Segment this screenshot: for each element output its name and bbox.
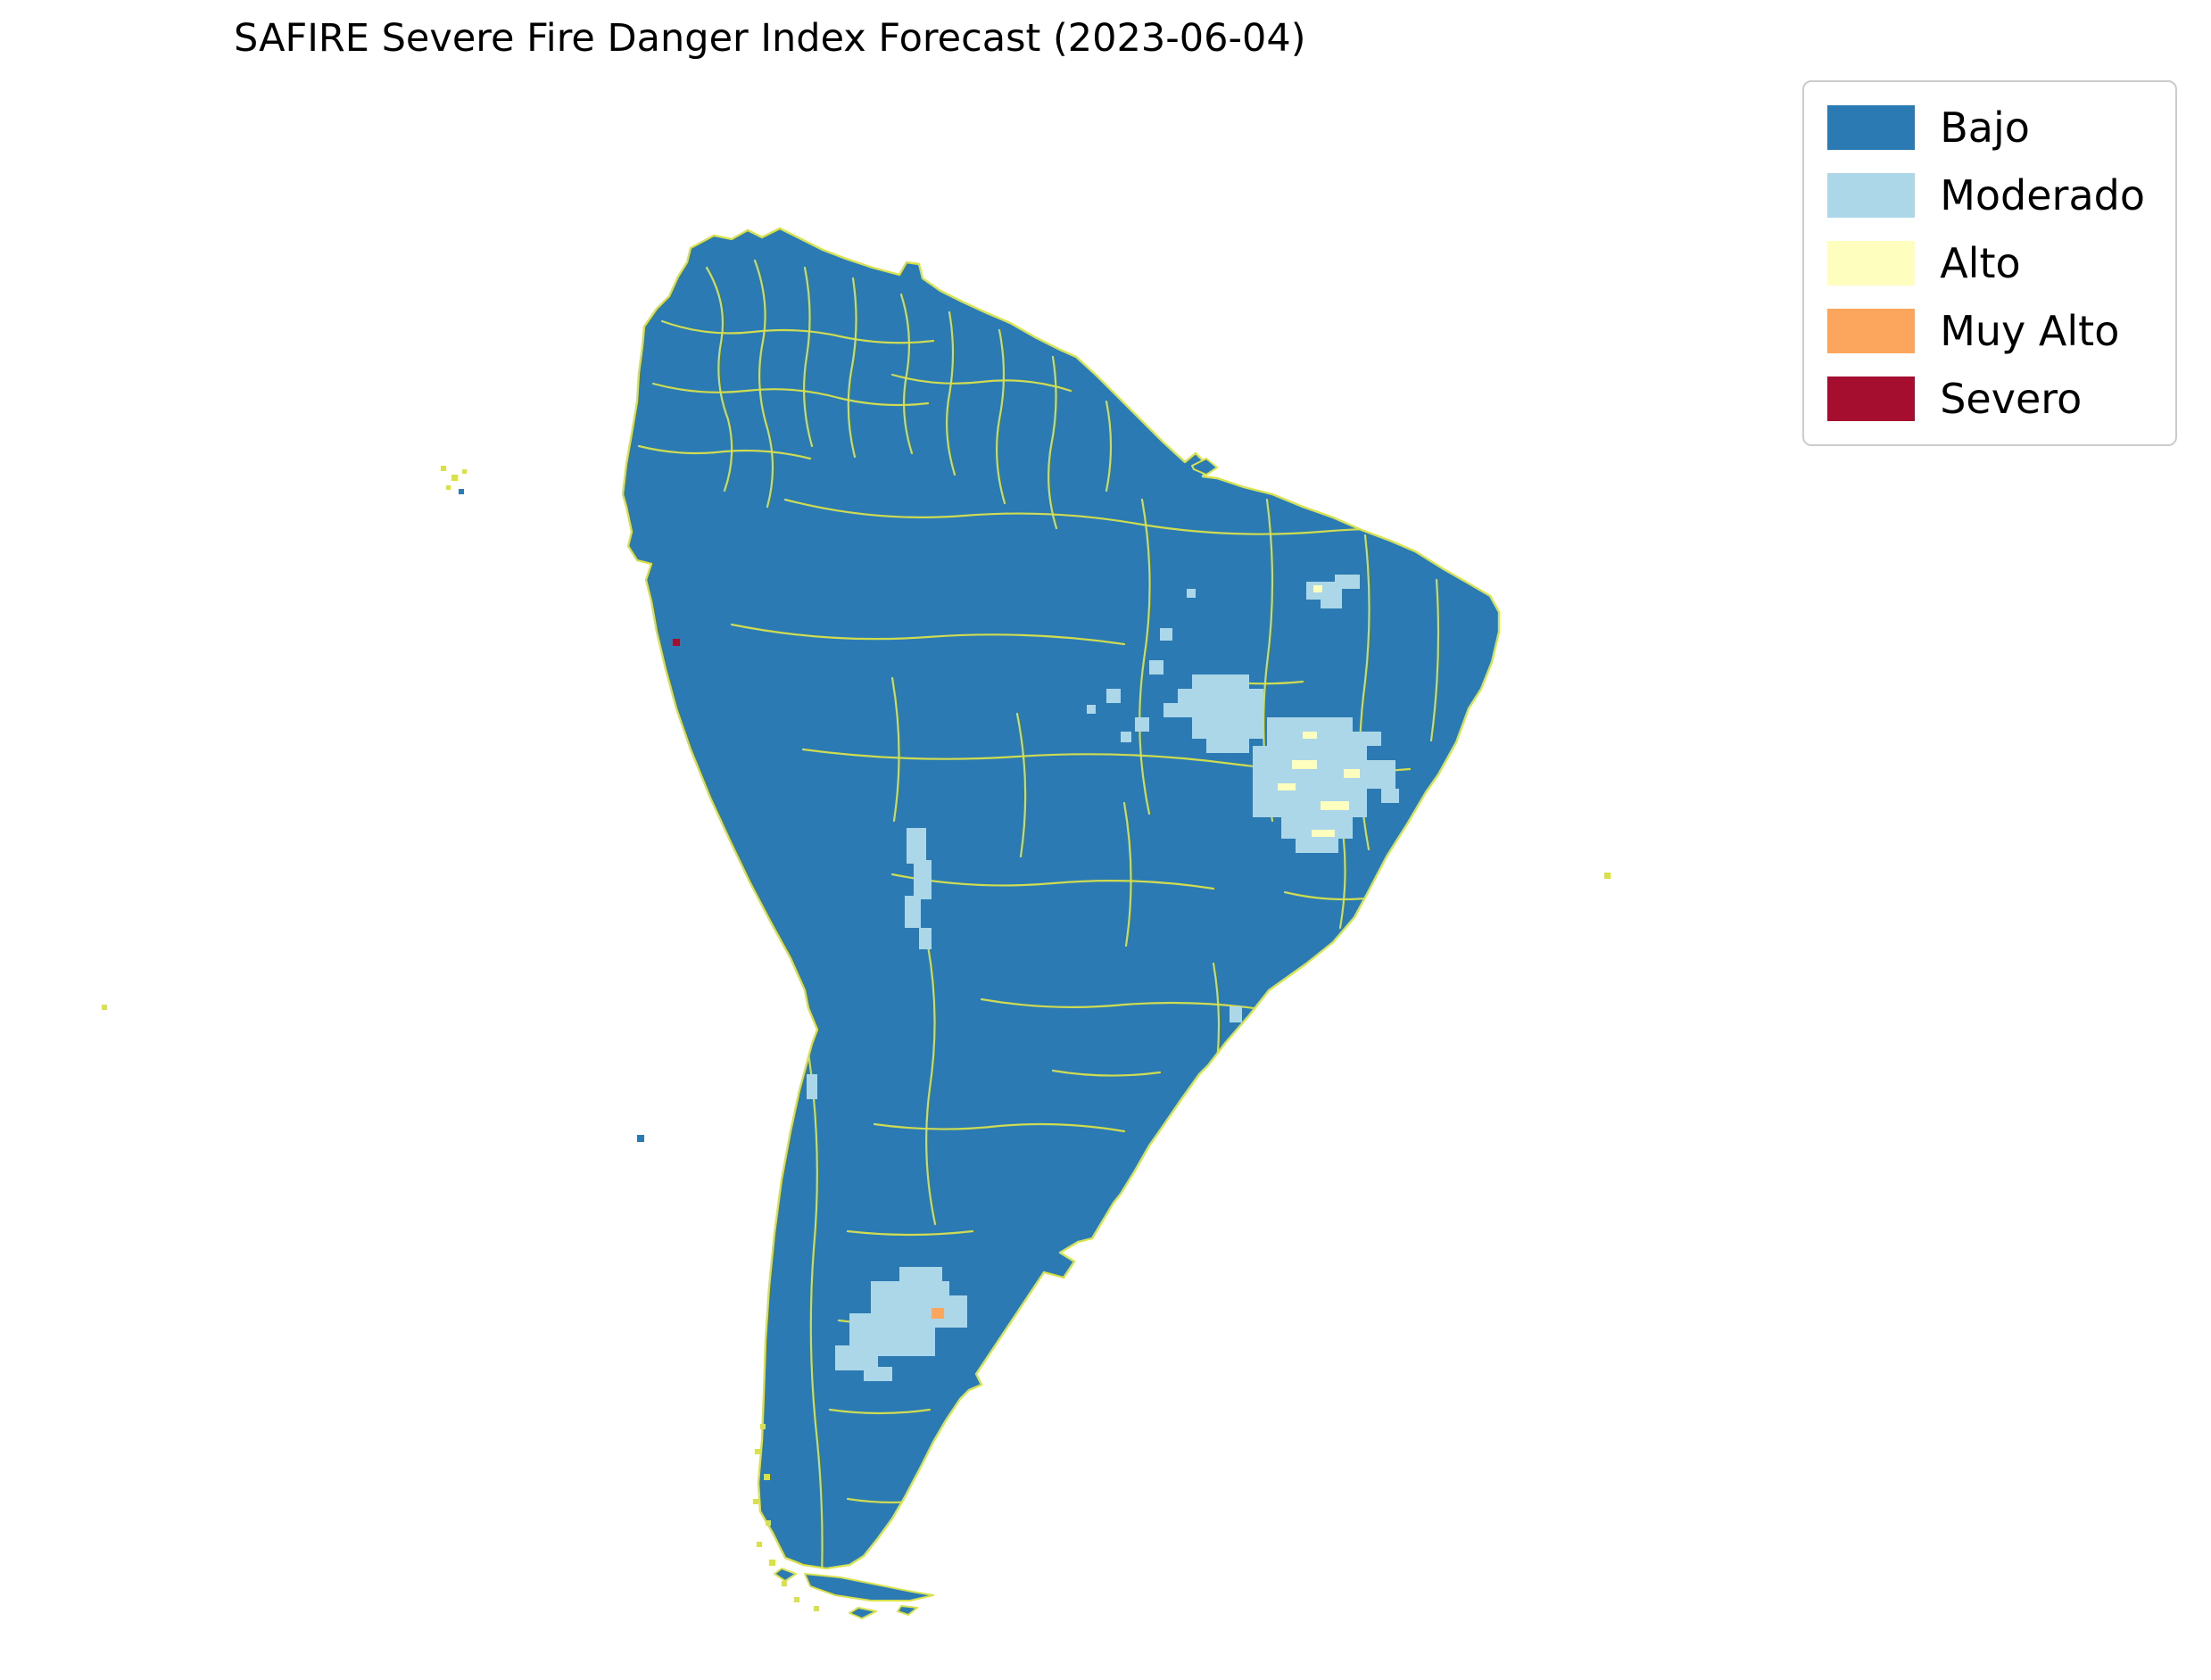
legend-item-moderado: Moderado <box>1827 171 2145 219</box>
legend-label-severo: Severo <box>1940 375 2083 423</box>
legend-label-bajo: Bajo <box>1940 103 2030 152</box>
legend-item-muy-alto: Muy Alto <box>1827 307 2145 355</box>
alto-areas <box>1278 585 1360 837</box>
offshore-island-specks <box>102 466 1611 1611</box>
legend-swatch-alto <box>1827 241 1916 286</box>
muy-alto-area <box>932 1308 944 1319</box>
severo-area <box>673 639 680 646</box>
danger-overlays <box>673 575 1399 1381</box>
legend-item-alto: Alto <box>1827 239 2145 287</box>
legend-swatch-severo <box>1827 377 1916 421</box>
legend: Bajo Moderado Alto Muy Alto Severo <box>1802 80 2177 446</box>
legend-label-alto: Alto <box>1940 239 2021 287</box>
legend-item-severo: Severo <box>1827 375 2145 423</box>
legend-swatch-moderado <box>1827 173 1916 218</box>
legend-swatch-bajo <box>1827 105 1916 150</box>
legend-label-muy-alto: Muy Alto <box>1940 307 2120 355</box>
moderado-areas <box>807 575 1399 1381</box>
continent-landmass <box>621 227 1501 1619</box>
admin-boundaries <box>637 259 1465 1568</box>
legend-label-moderado: Moderado <box>1940 171 2145 219</box>
page-title: SAFIRE Severe Fire Danger Index Forecast… <box>234 16 1306 61</box>
legend-item-bajo: Bajo <box>1827 103 2145 152</box>
legend-swatch-muy-alto <box>1827 309 1916 353</box>
